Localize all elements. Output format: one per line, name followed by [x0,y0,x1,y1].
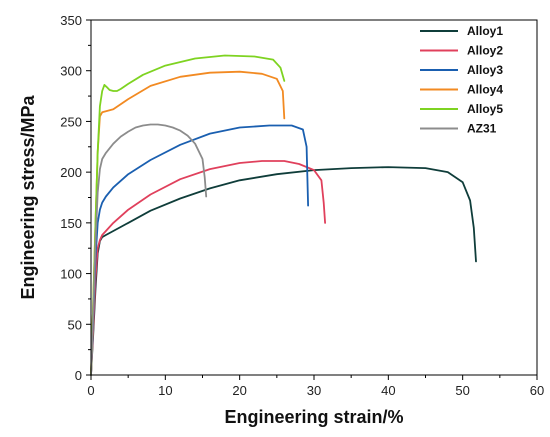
y-tick-label: 350 [60,13,82,28]
y-tick-label: 300 [60,64,82,79]
series-line-az31 [90,123,208,376]
x-axis-title: Engineering strain/% [224,407,403,427]
series-line-alloy1 [90,166,477,376]
x-tick-label: 30 [307,383,321,398]
y-axis-title: Engineering stress/MPa [18,94,38,299]
x-tick-label: 60 [530,383,544,398]
series-line-alloy4 [90,70,286,376]
series-line-alloy3 [90,124,310,376]
y-tick-label: 150 [60,216,82,231]
plot-area [90,54,477,376]
legend-label-alloy5: Alloy5 [467,102,503,116]
y-tick-label: 100 [60,267,82,282]
legend-label-alloy3: Alloy3 [467,63,503,77]
y-tick-label: 250 [60,114,82,129]
y-tick-label: 0 [75,368,82,383]
legend-label-alloy4: Alloy4 [467,83,503,97]
y-tick-label: 50 [68,317,82,332]
x-tick-label: 40 [381,383,395,398]
x-tick-label: 10 [158,383,172,398]
series-line-alloy5 [90,54,286,376]
x-tick-label: 20 [232,383,246,398]
legend: Alloy1 Alloy2 Alloy3 Alloy4 Alloy5 AZ31 [420,24,503,136]
series-line-alloy2 [90,160,327,376]
legend-label-alloy1: Alloy1 [467,24,503,38]
legend-label-alloy2: Alloy2 [467,44,503,58]
legend-label-az31: AZ31 [467,122,497,136]
x-tick-label: 50 [455,383,469,398]
y-tick-label: 200 [60,165,82,180]
axes: 0 10 20 30 40 50 60 0 50 100 150 200 250 300 350 [60,13,544,398]
x-tick-label: 0 [87,383,94,398]
